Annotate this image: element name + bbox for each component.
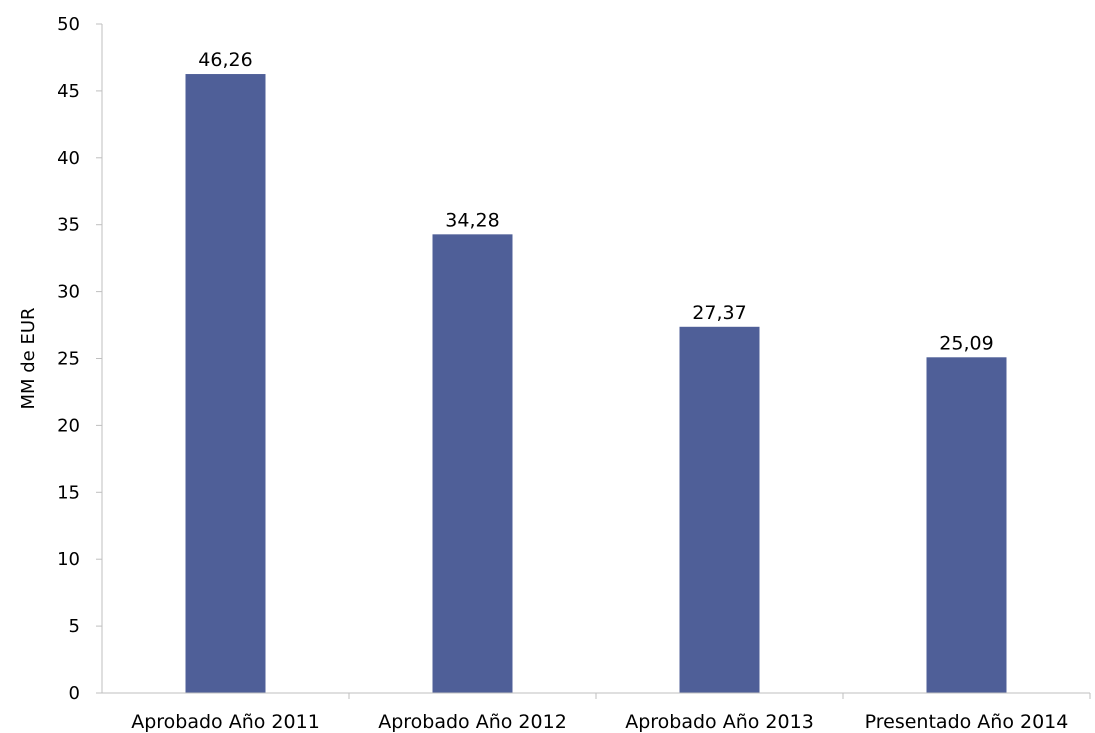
y-tick-label: 10 [57, 549, 80, 570]
data-label: 34,28 [445, 209, 499, 231]
y-tick-label: 5 [69, 616, 80, 637]
bars [185, 74, 1007, 693]
x-axis-labels: Aprobado Año 2011 Aprobado Año 2012 Aproba… [131, 693, 1091, 733]
y-tick-label: 30 [57, 282, 80, 303]
x-tick-label: Aprobado Año 2012 [378, 711, 567, 733]
y-tick-label: 25 [57, 349, 80, 370]
y-tick-label: 15 [57, 482, 80, 503]
bar [185, 74, 266, 693]
y-tick-label: 0 [69, 683, 80, 704]
data-label: 27,37 [692, 302, 746, 324]
y-tick-label: 40 [57, 148, 80, 169]
data-labels: 46,26 34,28 27,37 25,09 [198, 49, 993, 354]
x-tick-label: Aprobado Año 2013 [625, 711, 814, 733]
bar [679, 326, 760, 693]
bar [432, 234, 513, 693]
data-label: 46,26 [198, 49, 252, 71]
axes [101, 24, 1090, 694]
y-tick-label: 45 [57, 81, 80, 102]
y-tick-label: 20 [57, 415, 80, 436]
y-axis-ticks: 0 5 10 15 20 25 30 35 40 45 50 [57, 14, 102, 704]
data-label: 25,09 [939, 332, 993, 354]
x-tick-label: Presentado Año 2014 [865, 711, 1069, 733]
bar [926, 357, 1007, 693]
y-tick-label: 35 [57, 215, 80, 236]
y-axis-title: MM de EUR [18, 307, 39, 409]
x-tick-label: Aprobado Año 2011 [131, 711, 320, 733]
y-tick-label: 50 [57, 14, 80, 35]
